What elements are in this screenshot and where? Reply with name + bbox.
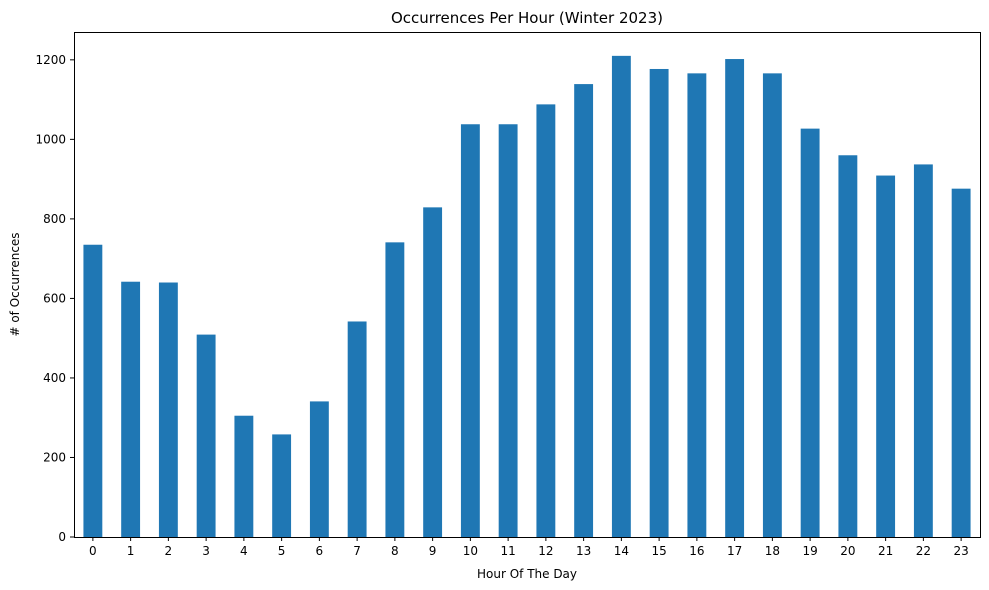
bar-hour-12 [536, 104, 556, 537]
bar-hour-5 [272, 434, 292, 537]
x-tick-label: 7 [353, 544, 361, 558]
bar-hour-1 [121, 281, 141, 537]
bar-hour-3 [196, 334, 216, 537]
y-tick-label: 1000 [35, 132, 66, 146]
bar-hour-7 [347, 321, 367, 537]
x-tick-label: 20 [840, 544, 855, 558]
bar-hour-14 [611, 55, 631, 537]
x-tick-label: 12 [538, 544, 553, 558]
bar-hour-8 [385, 242, 405, 537]
bars-group [83, 55, 971, 538]
y-axis: 0 200 400 600 800 1000 1200 [35, 53, 74, 544]
x-axis-label: Hour Of The Day [477, 567, 577, 581]
y-tick-label: 600 [43, 291, 66, 305]
bar-hour-22 [913, 164, 933, 537]
chart-title: Occurrences Per Hour (Winter 2023) [391, 9, 663, 27]
y-tick-label: 800 [43, 212, 66, 226]
bar-hour-19 [800, 128, 820, 538]
plot-frame [74, 32, 981, 538]
x-tick-label: 17 [727, 544, 742, 558]
x-tick-label: 15 [651, 544, 666, 558]
y-tick-label: 1200 [35, 53, 66, 67]
x-tick-label: 0 [89, 544, 97, 558]
bar-hour-20 [838, 155, 858, 538]
x-axis: 0 1 2 3 4 5 6 7 8 9 10 11 12 13 14 15 16 17 18 19 20 21 22 23 [89, 537, 969, 558]
x-tick-label: 16 [689, 544, 704, 558]
bar-hour-4 [234, 415, 254, 537]
x-tick-label: 5 [278, 544, 286, 558]
bar-hour-2 [158, 282, 178, 537]
y-tick-label: 0 [58, 530, 66, 544]
x-tick-label: 22 [916, 544, 931, 558]
x-tick-label: 14 [614, 544, 629, 558]
y-tick-label: 200 [43, 450, 66, 464]
x-tick-label: 13 [576, 544, 591, 558]
bar-hour-17 [725, 59, 745, 538]
bar-hour-15 [649, 68, 669, 537]
bar-hour-10 [460, 124, 480, 538]
bar-hour-18 [762, 73, 782, 537]
bar-hour-16 [687, 73, 707, 537]
bar-hour-0 [83, 244, 103, 538]
y-tick-label: 400 [43, 371, 66, 385]
x-tick-label: 1 [127, 544, 135, 558]
x-tick-label: 10 [463, 544, 478, 558]
bar-hour-11 [498, 124, 518, 538]
x-tick-label: 11 [500, 544, 515, 558]
x-tick-label: 21 [878, 544, 893, 558]
x-tick-label: 18 [765, 544, 780, 558]
x-tick-label: 2 [165, 544, 173, 558]
bar-hour-9 [423, 207, 443, 537]
y-axis-label: # of Occurrences [8, 232, 22, 336]
x-tick-label: 23 [953, 544, 968, 558]
bar-hour-23 [951, 188, 971, 537]
x-tick-label: 8 [391, 544, 399, 558]
bar-hour-13 [574, 84, 594, 538]
bar-hour-21 [876, 175, 896, 537]
bar-hour-6 [309, 401, 329, 537]
x-tick-label: 3 [202, 544, 210, 558]
x-tick-label: 4 [240, 544, 248, 558]
x-tick-label: 19 [802, 544, 817, 558]
x-tick-label: 6 [316, 544, 324, 558]
x-tick-label: 9 [429, 544, 437, 558]
